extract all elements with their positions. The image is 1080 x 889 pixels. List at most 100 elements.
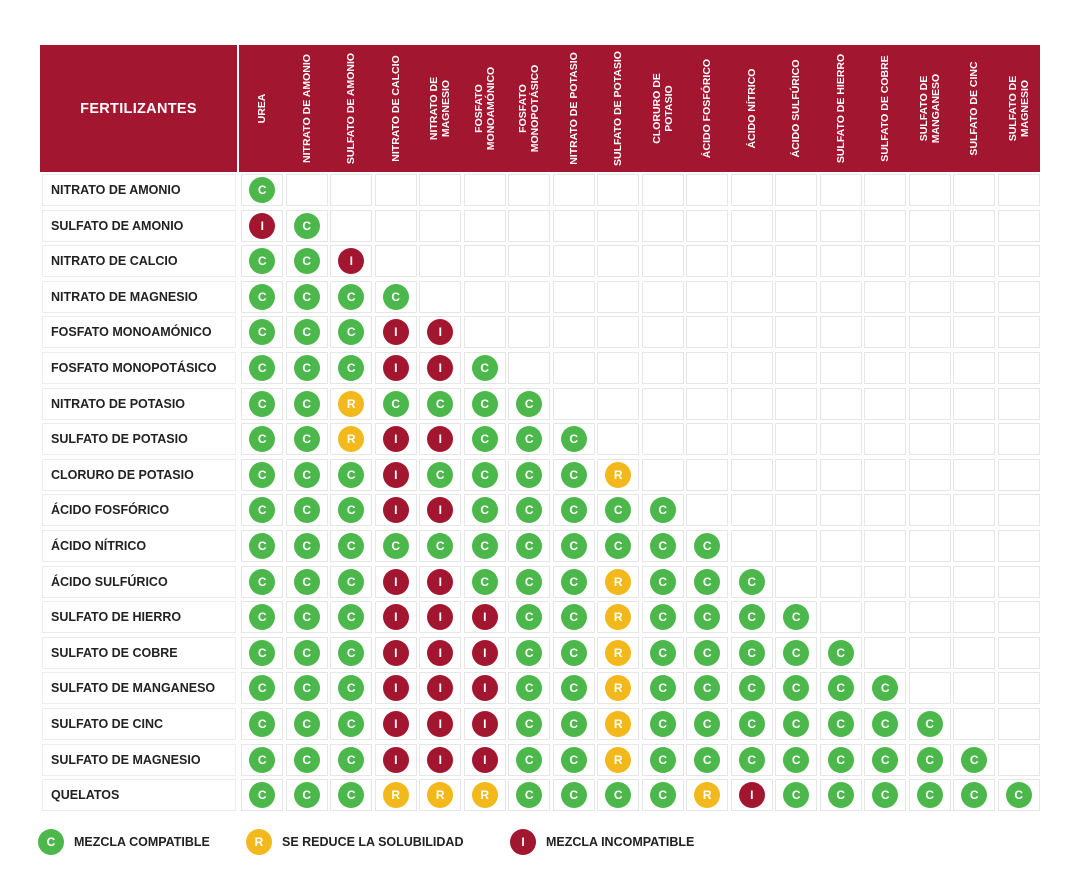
table-cell	[997, 458, 1040, 491]
badge-c: C	[338, 497, 365, 524]
table-cell	[997, 316, 1040, 349]
legend-badge-c: C	[38, 829, 64, 855]
row-label-fosfato-monopotasico: FOSFATO MONOPOTÁSICO	[42, 352, 236, 384]
table-cell	[686, 458, 728, 491]
table-cell	[908, 530, 951, 562]
badge-c: C	[694, 639, 721, 666]
column-header-sulfato-de-amonio: SULFATO DE AMONIO	[345, 52, 357, 165]
badge-c: C	[961, 782, 988, 809]
table-cell	[819, 245, 862, 278]
table-cell	[953, 209, 995, 242]
column-header-sulfato-de-magnesio: SULFATO DE MAGNESIO	[1006, 75, 1031, 142]
row-label-cloruro-de-potasio: CLORURO DE POTASIO	[42, 458, 236, 491]
badge-c: C	[293, 390, 320, 417]
badge-c: C	[738, 746, 765, 773]
row-label-sulfato-de-hierro: SULFATO DE HIERRO	[42, 601, 236, 634]
table-cell	[463, 316, 506, 349]
table-cell	[953, 601, 995, 634]
table-cell	[730, 458, 773, 491]
table-cell	[730, 387, 773, 420]
table-cell	[686, 387, 728, 420]
table-cell	[953, 494, 995, 527]
table-cell	[597, 174, 639, 206]
table-cell	[953, 565, 995, 598]
badge-i: I	[382, 497, 409, 524]
table-cell	[641, 280, 684, 313]
column-header-nitrato-de-magnesio: NITRATO DE MAGNESIO	[428, 76, 452, 141]
badge-c: C	[338, 639, 365, 666]
badge-r: R	[471, 782, 498, 809]
badge-c: C	[338, 746, 365, 773]
badge-c: C	[516, 639, 543, 666]
legend-badge-r: R	[246, 829, 272, 855]
badge-c: C	[649, 604, 676, 631]
table-cell	[686, 209, 728, 242]
legend-item-r: R SE REDUCE LA SOLUBILIDAD	[246, 828, 464, 856]
table-cell	[775, 352, 817, 384]
table-cell	[953, 387, 995, 420]
badge-c: C	[293, 675, 320, 702]
badge-i: I	[382, 675, 409, 702]
badge-c: C	[516, 461, 543, 488]
badge-i: I	[427, 355, 454, 381]
badge-c: C	[783, 604, 810, 631]
badge-c: C	[293, 283, 320, 310]
table-cell	[775, 174, 817, 206]
table-cell	[953, 423, 995, 456]
table-cell	[597, 352, 639, 384]
badge-c: C	[560, 426, 587, 453]
badge-c: C	[694, 711, 721, 737]
badge-c: C	[605, 497, 632, 524]
table-cell	[419, 280, 461, 313]
table-cell	[819, 316, 862, 349]
legend-label: SE REDUCE LA SOLUBILIDAD	[282, 835, 464, 849]
table-cell	[864, 174, 906, 206]
row-label-sulfato-de-potasio: SULFATO DE POTASIO	[42, 423, 236, 456]
badge-c: C	[249, 283, 276, 310]
badge-c: C	[961, 746, 988, 773]
table-cell	[997, 494, 1040, 527]
badge-c: C	[293, 248, 320, 275]
table-cell	[641, 458, 684, 491]
table-cell	[775, 316, 817, 349]
badge-r: R	[605, 711, 632, 737]
badge-i: I	[382, 461, 409, 488]
column-header-nitrato-de-potasio: NITRATO DE POTASIO	[567, 52, 580, 165]
table-cell	[864, 601, 906, 634]
badge-r: R	[605, 604, 632, 631]
badge-c: C	[649, 497, 676, 524]
badge-i: I	[471, 639, 498, 666]
table-cell	[597, 209, 639, 242]
legend-badge-i: I	[510, 829, 536, 855]
badge-c: C	[382, 533, 409, 559]
badge-c: C	[516, 390, 543, 417]
badge-c: C	[783, 711, 810, 737]
badge-c: C	[694, 675, 721, 702]
table-cell	[730, 494, 773, 527]
badge-c: C	[916, 782, 943, 809]
badge-c: C	[338, 711, 365, 737]
badge-i: I	[471, 675, 498, 702]
column-header-sulfato-de-cobre: SULFATO DE COBRE	[879, 55, 891, 162]
table-cell	[908, 174, 951, 206]
badge-c: C	[293, 426, 320, 453]
badge-c: C	[382, 283, 409, 310]
badge-c: C	[738, 568, 765, 595]
badge-c: C	[694, 568, 721, 595]
table-cell	[419, 245, 461, 278]
table-cell	[997, 387, 1040, 420]
table-cell	[908, 280, 951, 313]
table-cell	[819, 352, 862, 384]
table-cell	[686, 494, 728, 527]
badge-c: C	[738, 604, 765, 631]
badge-c: C	[471, 568, 498, 595]
badge-c: C	[471, 355, 498, 381]
column-header-fosfato-monopotasico: FOSFATO MONOPOTÁSICO	[517, 64, 541, 153]
badge-c: C	[560, 639, 587, 666]
table-cell	[419, 209, 461, 242]
badge-r: R	[605, 568, 632, 595]
table-cell	[908, 387, 951, 420]
badge-i: I	[338, 248, 365, 275]
table-cell	[330, 209, 372, 242]
badge-c: C	[249, 711, 276, 737]
